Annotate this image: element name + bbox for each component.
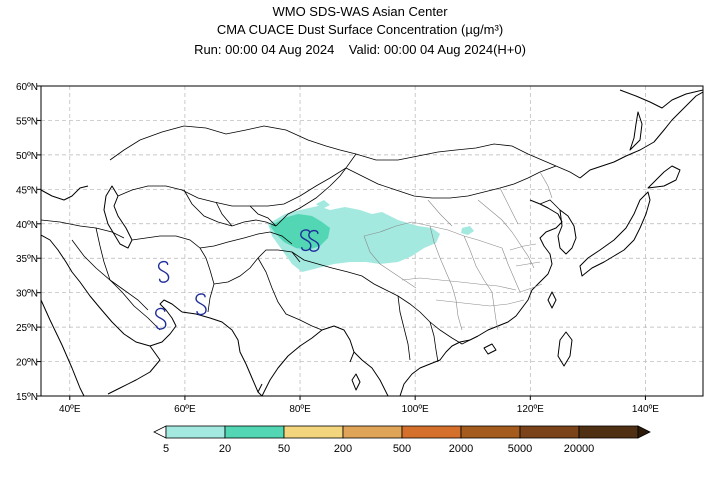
colorbar-segment (165, 425, 226, 439)
colorbar-segment (519, 425, 580, 439)
colorbar-label: 20000 (564, 443, 595, 455)
lat-tick-label: 50ºN (16, 151, 38, 162)
lat-tick-label: 25ºN (16, 323, 38, 334)
lon-tick-label: 60ºE (174, 404, 196, 415)
map-layers (41, 89, 703, 396)
colorbar-segment (578, 425, 639, 439)
axis-ticks: 40ºE 60ºE 80ºE 100ºE 120ºE 140ºE 15ºN 20ºN 25ºN 3… (16, 82, 659, 415)
colorbar-label: 2000 (449, 443, 473, 455)
colorbar-label: 5000 (508, 443, 532, 455)
title-line-1: WMO SDS-WAS Asian Center (272, 4, 448, 19)
title-line-3: Run: 00:00 04 Aug 2024 Valid: 00:00 04 A… (194, 42, 526, 57)
lat-tick-label: 55ºN (16, 116, 38, 127)
colorbar-label: 500 (393, 443, 411, 455)
lat-tick-label: 35ºN (16, 254, 38, 265)
colorbar-segment (342, 425, 403, 439)
lat-tick-label: 30ºN (16, 289, 38, 300)
dust-concentration-fill (268, 200, 474, 272)
dust-storm-symbol (300, 229, 312, 252)
dust-area-light-north (316, 200, 330, 209)
dust-storm-symbol (157, 260, 170, 283)
title-line-2: CMA CUACE Dust Surface Concentration (µg… (216, 22, 504, 37)
colorbar-label: 50 (278, 443, 290, 455)
colorbar-segment (460, 425, 521, 439)
colorbar: 5 20 50 200 500 2000 5000 20000 (153, 425, 651, 455)
lat-tick-label: 40ºN (16, 220, 38, 231)
lon-tick-label: 100ºE (402, 404, 429, 415)
dust-storm-symbol (308, 229, 320, 252)
dust-area-light-east (461, 226, 474, 235)
lon-tick-label: 40ºE (59, 404, 81, 415)
lon-tick-label: 80ºE (289, 404, 311, 415)
colorbar-label: 20 (219, 443, 231, 455)
colorbar-segment (224, 425, 285, 439)
lat-tick-label: 20ºN (16, 358, 38, 369)
dust-storm-symbol (195, 293, 207, 316)
dust-storm-symbol (155, 307, 167, 330)
colorbar-segment (283, 425, 344, 439)
lat-tick-label: 15ºN (16, 392, 38, 403)
coastlines (41, 89, 703, 396)
colorbar-max-arrow (637, 425, 651, 439)
lat-tick-label: 60ºN (16, 82, 38, 93)
dust-storm-symbols (155, 229, 320, 330)
colorbar-min-arrow (153, 425, 167, 439)
lat-tick-label: 45ºN (16, 185, 38, 196)
colorbar-label: 200 (334, 443, 352, 455)
province-borders (363, 171, 553, 331)
colorbar-label: 5 (163, 443, 169, 455)
colorbar-segment (401, 425, 462, 439)
lon-tick-label: 140ºE (632, 404, 659, 415)
country-borders (41, 125, 581, 363)
map-frame (40, 85, 704, 397)
lon-tick-label: 120ºE (517, 404, 544, 415)
